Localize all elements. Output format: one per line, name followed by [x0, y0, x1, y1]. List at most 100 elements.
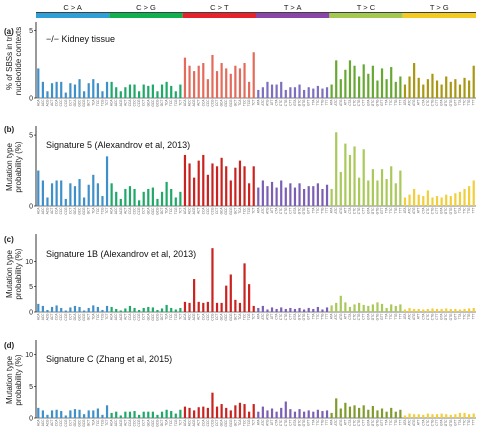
bar	[234, 167, 237, 206]
context-label: CTA	[275, 419, 279, 426]
bar	[105, 81, 109, 98]
bar	[92, 174, 95, 206]
context-label: CCC	[59, 99, 63, 107]
y-tick-label: 5	[29, 384, 33, 391]
bar	[270, 84, 274, 98]
context-label: CCG	[210, 207, 214, 215]
context-label: ATC	[408, 419, 412, 426]
bar	[344, 302, 347, 312]
bar	[243, 404, 246, 418]
context-label: TCG	[174, 313, 178, 320]
context-label: TTG	[467, 207, 471, 214]
bar	[431, 308, 434, 312]
context-label: TTC	[463, 207, 467, 214]
context-label: TCC	[243, 419, 247, 426]
class-bar	[182, 13, 256, 18]
context-label: TTG	[394, 99, 398, 106]
context-label: ACG	[192, 313, 196, 320]
context-label: TTA	[311, 207, 315, 214]
bar	[440, 413, 443, 418]
context-label: GCA	[73, 313, 77, 321]
bar	[403, 415, 407, 418]
bar	[449, 196, 452, 206]
context-label: ACA	[183, 99, 187, 106]
bar	[174, 413, 177, 418]
bar	[110, 183, 113, 206]
bar	[133, 411, 136, 418]
bar	[330, 305, 333, 312]
context-label: CCA	[128, 207, 132, 215]
bar	[64, 92, 67, 98]
bar	[220, 157, 223, 206]
context-label: TTT	[325, 419, 329, 425]
context-label: GTA	[440, 207, 444, 214]
bar	[41, 180, 44, 206]
context-label: ACT	[197, 99, 201, 105]
context-label: CCC	[206, 99, 210, 107]
context-label: TCA	[165, 207, 169, 214]
context-label: GTG	[375, 313, 379, 320]
context-label: CCT	[142, 99, 146, 106]
context-label: TTG	[320, 419, 324, 426]
bar	[371, 169, 374, 206]
bar	[367, 180, 370, 206]
bar	[128, 305, 132, 312]
context-label: GTT	[453, 313, 457, 319]
bar	[170, 411, 173, 418]
context-label: TCA	[165, 99, 169, 106]
bar	[133, 188, 136, 206]
bar	[399, 170, 402, 206]
bar	[280, 307, 283, 312]
context-label: ACC	[188, 207, 192, 214]
bar	[220, 404, 223, 418]
bar	[468, 186, 471, 206]
bar	[78, 306, 81, 312]
bar	[358, 177, 361, 206]
bar	[380, 169, 384, 206]
bar	[234, 65, 237, 98]
context-label: TTG	[320, 99, 324, 106]
bar	[55, 305, 58, 312]
context-label: GCG	[229, 313, 233, 321]
bar	[280, 407, 283, 418]
context-label: TTA	[311, 99, 315, 106]
bar	[422, 309, 425, 312]
bar	[266, 186, 269, 206]
bar	[385, 179, 388, 206]
bar	[156, 91, 159, 98]
context-label: TCG	[100, 99, 104, 106]
bar	[50, 306, 54, 312]
bar	[399, 304, 402, 312]
bar	[252, 166, 255, 206]
context-label: TTG	[394, 313, 398, 320]
bar	[376, 80, 379, 98]
bar	[115, 87, 118, 98]
bar	[445, 194, 448, 206]
context-label: TCC	[243, 99, 247, 106]
context-label: ATT	[270, 313, 274, 319]
context-label: ATC	[261, 419, 265, 426]
bar	[293, 308, 297, 312]
context-label: GTC	[371, 313, 375, 320]
context-label: TCT	[178, 419, 182, 425]
bar	[362, 149, 365, 206]
bar	[110, 306, 113, 312]
bar	[303, 411, 306, 418]
context-label: CTG	[284, 99, 288, 106]
context-label: CTC	[426, 313, 430, 320]
bar	[229, 274, 232, 312]
context-label: ATT	[343, 99, 347, 105]
context-label: CTT	[288, 313, 292, 319]
context-label: CTC	[353, 99, 357, 106]
context-label: TTC	[389, 207, 393, 214]
bar	[358, 76, 361, 98]
bar	[307, 307, 310, 312]
bar	[298, 183, 301, 206]
bar	[174, 91, 177, 98]
class-label: C > G	[136, 3, 156, 12]
context-label: CTG	[357, 99, 361, 106]
context-label: TTA	[385, 207, 389, 214]
y-tick-label: 5	[29, 284, 33, 291]
context-label: TCA	[238, 207, 242, 214]
context-label: CTC	[353, 207, 357, 214]
